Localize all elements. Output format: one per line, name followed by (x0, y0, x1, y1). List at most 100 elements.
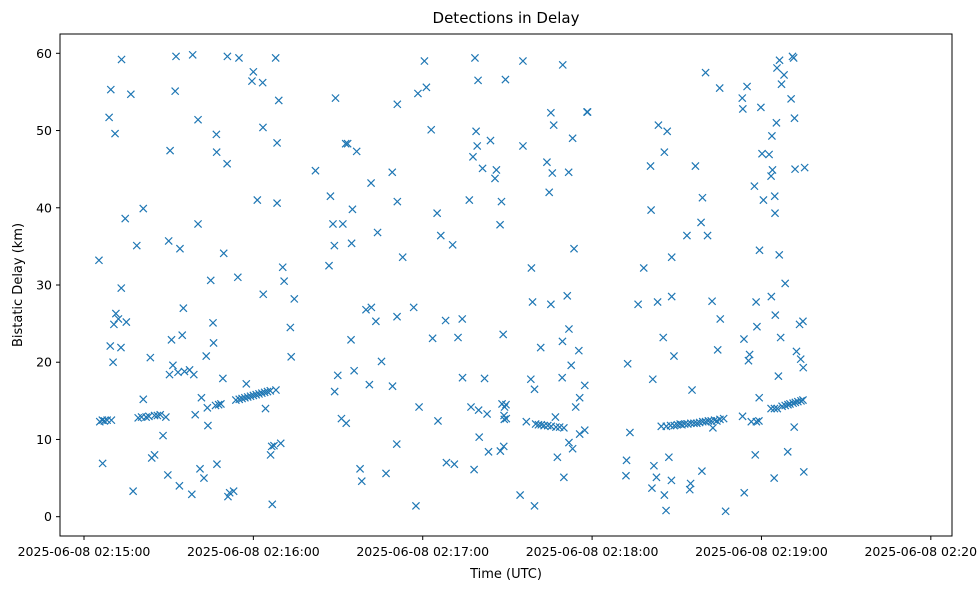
data-point (778, 402, 787, 411)
data-point (653, 297, 662, 307)
data-point (341, 139, 350, 148)
data-point (427, 125, 436, 134)
data-point (311, 166, 320, 175)
data-point (639, 263, 648, 273)
data-point (109, 358, 118, 367)
data-point (356, 464, 365, 473)
data-point (752, 322, 761, 331)
data-point (126, 90, 135, 99)
data-point (388, 168, 397, 177)
data-point (754, 416, 763, 425)
data-point (563, 291, 572, 300)
data-point (789, 399, 798, 408)
data-point (775, 56, 784, 65)
data-point (770, 404, 779, 413)
data-point (203, 421, 212, 430)
data-point (361, 305, 371, 314)
data-point (790, 114, 799, 123)
data-point (233, 273, 242, 282)
data-point (171, 87, 180, 96)
data-point (527, 263, 536, 273)
data-point (139, 204, 148, 213)
data-point (738, 412, 747, 421)
data-point (574, 346, 583, 355)
y-axis-title: Bistatic Delay (km) (11, 223, 26, 347)
data-point (770, 192, 779, 201)
data-point (442, 458, 451, 467)
data-point (798, 317, 807, 326)
data-point (473, 141, 482, 151)
data-point (195, 464, 205, 473)
data-point (159, 431, 168, 440)
data-point (261, 404, 270, 413)
data-point (132, 241, 141, 250)
data-point (180, 367, 189, 376)
data-point (558, 60, 567, 69)
data-point (150, 450, 159, 459)
data-point (274, 96, 283, 105)
data-point (649, 461, 658, 470)
data-point (179, 304, 188, 313)
data-point (662, 506, 671, 515)
data-point (117, 55, 126, 64)
data-point (478, 164, 487, 173)
data-point (161, 413, 170, 422)
data-point (752, 297, 761, 307)
data-point (713, 345, 722, 354)
data-point (330, 387, 339, 396)
data-point (759, 196, 768, 205)
data-point (171, 52, 181, 61)
data-point (558, 373, 567, 382)
data-point (420, 57, 429, 66)
x-tick-label: 2025-06-08 02:16:00 (187, 544, 320, 559)
x-axis-ticks: 2025-06-08 02:15:00 2025-06-08 02:16:00 20… (18, 536, 978, 559)
data-point (212, 460, 221, 469)
y-tick-label: 40 (36, 200, 52, 215)
data-point (773, 404, 782, 413)
data-points (94, 50, 809, 516)
data-point (715, 84, 724, 93)
data-point (422, 83, 431, 92)
data-point (266, 450, 275, 459)
data-point (792, 347, 801, 356)
data-point (450, 460, 459, 469)
data-point (365, 380, 374, 389)
data-point (178, 331, 187, 340)
data-point (109, 320, 118, 329)
data-point (259, 290, 268, 299)
data-point (197, 393, 206, 402)
data-point (770, 474, 779, 483)
data-point (342, 419, 351, 428)
data-point (229, 487, 238, 496)
data-point (484, 447, 493, 456)
data-point (496, 220, 505, 229)
data-point (106, 85, 115, 94)
data-point (411, 501, 420, 510)
data-point (465, 196, 474, 205)
data-point (516, 491, 525, 500)
data-point (528, 297, 537, 307)
data-point (199, 474, 208, 483)
data-point (564, 324, 573, 334)
data-point (783, 400, 793, 409)
data-point (621, 471, 630, 480)
data-point (94, 256, 103, 265)
data-point (559, 423, 568, 432)
data-point (428, 334, 437, 343)
data-point (111, 309, 120, 318)
data-point (701, 68, 710, 77)
data-point (654, 121, 663, 130)
data-point (208, 318, 218, 327)
data-point (280, 277, 289, 286)
data-point (330, 241, 339, 250)
data-point (545, 188, 554, 197)
data-point (667, 476, 676, 485)
data-point (223, 52, 232, 61)
data-point (263, 387, 272, 396)
data-point (497, 197, 506, 206)
data-point (436, 231, 445, 240)
data-point (564, 438, 573, 447)
data-point (518, 57, 527, 66)
data-point (398, 253, 407, 262)
